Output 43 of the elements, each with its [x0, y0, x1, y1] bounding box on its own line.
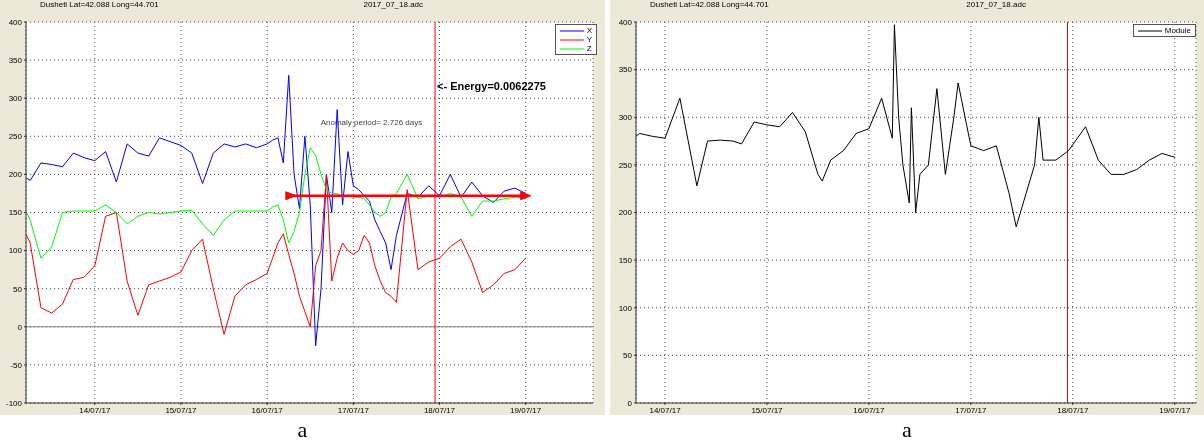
y-tick-label: -50	[10, 360, 23, 370]
x-tick-label: 19/07/17	[1159, 405, 1191, 415]
text: Dusheti Lat=42.088 Long=44.701	[40, 0, 159, 9]
y-tick-label: 400	[618, 17, 633, 27]
x-tick-label: 17/07/17	[955, 405, 987, 415]
x-tick-label: 15/07/17	[751, 405, 784, 415]
y-tick-label: 150	[618, 255, 633, 265]
legend-label: Z	[586, 44, 592, 53]
y-tick-label: 400	[8, 17, 23, 27]
y-tick-label: 0	[627, 398, 633, 408]
x-axis-title: a	[901, 417, 913, 443]
chart-title: 2017_07_18.adc	[965, 0, 1027, 9]
y-tick-label: 100	[618, 303, 633, 313]
x-tick-label: 14/07/17	[649, 405, 682, 415]
y-tick-label: 200	[8, 170, 23, 180]
y-tick-label: -100	[5, 398, 23, 408]
y-tick-label: 250	[618, 160, 633, 170]
x-tick-label: 14/07/17	[79, 405, 111, 415]
legend-label: Y	[586, 35, 592, 44]
y-tick-label: 50	[623, 351, 633, 361]
y-tick-label: 250	[8, 132, 23, 142]
x-axis-title: a	[296, 417, 309, 443]
y-tick-label: 350	[618, 65, 633, 75]
x-tick-label: 18/07/17	[1057, 405, 1089, 415]
y-tick-label: 200	[618, 208, 633, 218]
y-tick-label: 100	[8, 246, 23, 256]
legend-label: X	[586, 26, 592, 35]
ref-line-label: <- Energy=0.0062275	[437, 80, 546, 92]
y-tick-label: 300	[618, 113, 633, 123]
x-tick-label: 15/07/17	[165, 405, 198, 415]
x-tick-label: 16/07/17	[853, 405, 886, 415]
x-tick-label: 19/07/17	[510, 405, 542, 415]
y-tick-label: 300	[8, 94, 23, 104]
legend-label: Module	[1164, 26, 1191, 35]
text: Dusheti Lat=42.088 Long=44.701	[650, 0, 769, 9]
y-tick-label: 150	[8, 208, 23, 218]
x-tick-label: 18/07/17	[423, 405, 456, 415]
x-tick-label: 16/07/17	[251, 405, 284, 415]
y-tick-label: 0	[17, 322, 23, 332]
y-tick-label: 50	[13, 284, 23, 294]
x-tick-label: 17/07/17	[337, 405, 370, 415]
chart-title: 2017_07_18.adc	[362, 0, 425, 9]
y-tick-label: 350	[8, 55, 23, 65]
